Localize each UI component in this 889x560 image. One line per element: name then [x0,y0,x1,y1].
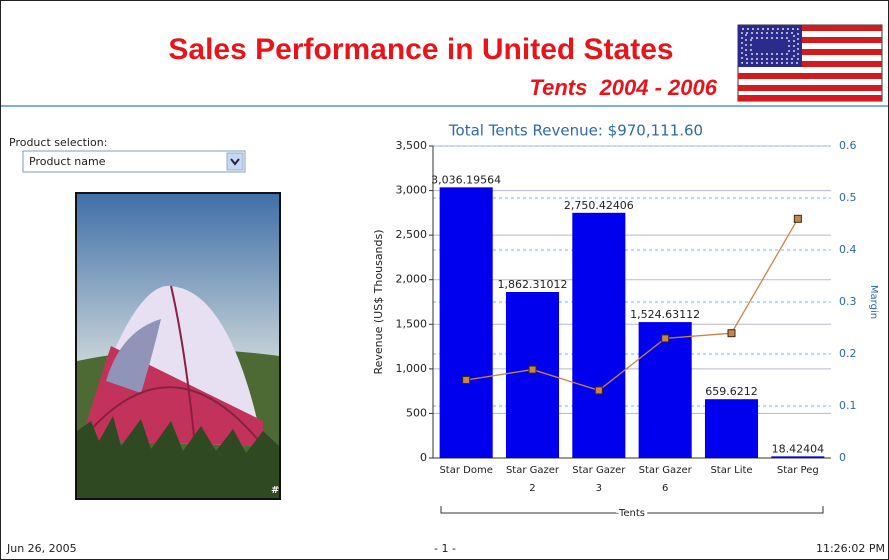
y2-tick-label: 0.6 [839,139,857,152]
y2-tick-label: 0.5 [839,191,857,204]
line-marker [662,335,669,342]
x-axis-title: Tents [618,508,645,519]
y2-axis-title: Margin [868,285,879,319]
footer-time: 11:26:02 PM [816,542,885,555]
us-flag [738,25,882,101]
bar [440,187,493,458]
product-label: Product selection: [9,136,107,149]
image-mark: # [271,485,279,496]
y-tick-label: 2,000 [396,273,428,286]
product-dropdown[interactable]: Product name [23,151,245,172]
x-tick-label: Star Gazer 2 [503,462,561,498]
y2-tick-label: 0.3 [839,295,857,308]
chart-title: Total Tents Revenue: $970,111.60 [448,122,703,140]
value-label: 1,524.63112 [630,308,700,321]
bar [572,213,625,458]
y2-tick-label: 0.4 [839,243,857,256]
report-page: Sales Performance in United States Tents… [0,0,889,560]
footer-page: - 1 - [434,542,456,555]
y-tick-label: 2,500 [396,228,428,241]
x-tick-label: Star Dome [437,462,495,480]
report-subtitle: Tents 2004 - 2006 [529,75,717,100]
y-tick-label: 3,000 [396,184,428,197]
line-marker [794,215,801,222]
line-marker [595,387,602,394]
y-tick-label: 0 [420,451,427,464]
y2-tick-label: 0 [839,451,846,464]
line-marker [529,366,536,373]
value-label: 2,750.42406 [564,199,634,212]
bar [771,456,824,458]
x-tick-label: Star Gazer 3 [570,462,628,498]
y2-tick-label: 0.1 [839,399,857,412]
x-tick-label: Star Lite [702,462,760,480]
x-tick-label: Star Gazer 6 [636,462,694,498]
y-axis-title: Revenue (US$ Thousands) [372,229,385,374]
y2-tick-label: 0.2 [839,347,857,360]
line-marker [463,377,470,384]
y-tick-label: 1,000 [396,362,428,375]
line-marker [728,330,735,337]
value-label: 3,036.19564 [431,173,501,186]
report-title: Sales Performance in United States [168,33,673,66]
footer-date: Jun 26, 2005 [6,542,77,555]
y-tick-label: 500 [406,406,427,419]
value-label: 1,862.31012 [498,278,568,291]
y-tick-label: 3,500 [396,139,428,152]
value-label: 18.42404 [772,442,825,455]
bar [639,322,692,458]
y-tick-label: 1,500 [396,317,428,330]
bar [705,399,758,458]
value-label: 659.6212 [705,385,758,398]
x-tick-label: Star Peg [769,462,827,480]
dropdown-value: Product name [29,155,106,168]
tent-photo: # [76,193,280,499]
